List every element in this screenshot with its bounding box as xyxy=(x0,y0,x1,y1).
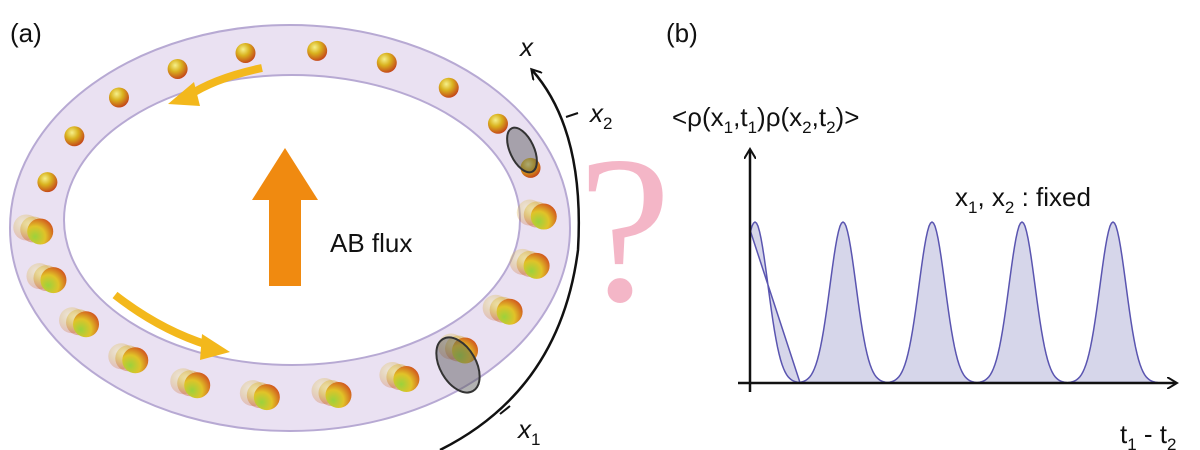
particle xyxy=(122,347,148,373)
label-text: <ρ(x xyxy=(672,102,724,132)
particle xyxy=(235,43,255,63)
peak xyxy=(751,222,801,383)
label-text: x xyxy=(955,182,968,212)
particle xyxy=(524,253,550,279)
label-text: : fixed xyxy=(1014,182,1091,212)
particle xyxy=(27,218,53,244)
label-text: x xyxy=(516,414,532,444)
label-sub: 1 xyxy=(724,118,733,137)
flux-label: AB flux xyxy=(330,228,412,258)
figure: (a) AB flux x x2 x1 ? (b) <ρ(x1,t1)ρ(x2,… xyxy=(0,0,1200,450)
y-axis-label: <ρ(x1,t1)ρ(x2,t2)> xyxy=(672,102,859,137)
particle xyxy=(184,372,210,398)
peak xyxy=(887,222,977,383)
particle xyxy=(37,172,57,192)
particle xyxy=(40,267,66,293)
label-text: )> xyxy=(836,102,860,132)
particle xyxy=(439,78,459,98)
particle xyxy=(64,126,84,146)
flux-arrow-shaft xyxy=(269,198,301,286)
peak xyxy=(798,222,888,383)
annotation: x1, x2 : fixed xyxy=(955,182,1091,217)
axis-label: x xyxy=(518,32,534,62)
label-sub: 1 xyxy=(531,430,540,449)
particle xyxy=(377,53,397,73)
label-text: )ρ(x xyxy=(757,102,802,132)
label-text: ,t xyxy=(812,102,827,132)
label-sub: 1 xyxy=(968,198,977,217)
particle xyxy=(168,59,188,79)
peak xyxy=(1068,222,1158,383)
label-sub: 2 xyxy=(1167,435,1176,450)
label-text: , x xyxy=(977,182,1004,212)
particle xyxy=(73,311,99,337)
particle xyxy=(531,204,557,230)
particle xyxy=(307,41,327,61)
particle xyxy=(109,87,129,107)
panel-label: (b) xyxy=(666,18,698,48)
point-label: x1 xyxy=(516,414,540,449)
tick xyxy=(566,113,578,117)
particle xyxy=(393,366,419,392)
particle xyxy=(326,382,352,408)
particle xyxy=(488,114,508,134)
particle xyxy=(497,299,523,325)
x-axis-label: t1 - t2 xyxy=(1120,419,1177,450)
label-text: - t xyxy=(1137,419,1168,449)
label-sub: 1 xyxy=(748,118,757,137)
particle xyxy=(254,384,280,410)
label-text: ,t xyxy=(733,102,748,132)
label-sub: 2 xyxy=(1005,198,1014,217)
label-sub: 2 xyxy=(826,118,835,137)
label-sub: 2 xyxy=(802,118,811,137)
label-sub: 1 xyxy=(1127,435,1136,450)
correlation-peaks xyxy=(751,222,1159,383)
peak xyxy=(977,222,1067,383)
flux-arrow-head xyxy=(252,148,318,200)
question-mark: ? xyxy=(578,114,671,346)
panel-label: (a) xyxy=(10,18,42,48)
